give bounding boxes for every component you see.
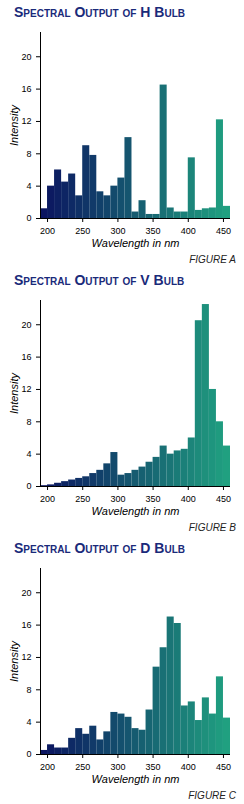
svg-text:350: 350 [146,494,161,504]
svg-text:400: 400 [181,494,196,504]
svg-text:450: 450 [216,494,231,504]
svg-text:400: 400 [181,762,196,772]
svg-text:12: 12 [21,116,31,126]
svg-text:16: 16 [21,620,31,630]
html-text:Spectral Output of V Bulb: Spectral Output of V Bulb [14,272,185,288]
svg-text:16: 16 [21,84,31,94]
svg-text:250: 250 [75,762,90,772]
svg-text:Intensity: Intensity [8,640,20,682]
svg-text:200: 200 [40,226,55,236]
html-text:FIGURE A: FIGURE A [189,254,236,265]
svg-text:4: 4 [26,449,31,459]
svg-text:400: 400 [181,226,196,236]
svg-text:350: 350 [146,762,161,772]
html-text:Spectral Output of D Bulb: Spectral Output of D Bulb [14,540,185,556]
svg-text:8: 8 [26,685,31,695]
svg-text:0: 0 [26,749,31,759]
svg-text:450: 450 [216,226,231,236]
svg-text:20: 20 [21,52,31,62]
svg-text:300: 300 [110,762,125,772]
svg-text:8: 8 [26,149,31,159]
svg-text:250: 250 [75,226,90,236]
svg-text:250: 250 [75,494,90,504]
svg-text:0: 0 [26,213,31,223]
svg-text:12: 12 [21,384,31,394]
svg-text:300: 300 [110,226,125,236]
svg-text:200: 200 [40,762,55,772]
svg-text:300: 300 [110,494,125,504]
svg-text:12: 12 [21,652,31,662]
svg-text:200: 200 [40,494,55,504]
svg-text:Wavelength in nm: Wavelength in nm [92,505,180,517]
html-text:FIGURE C: FIGURE C [188,790,236,801]
html-text:FIGURE B: FIGURE B [188,522,236,533]
svg-text:20: 20 [21,320,31,330]
svg-text:0: 0 [26,481,31,491]
svg-text:Wavelength in nm: Wavelength in nm [92,773,180,785]
html-text:Spectral Output of H Bulb: Spectral Output of H Bulb [14,4,185,20]
svg-text:Intensity: Intensity [8,104,20,146]
svg-text:350: 350 [146,226,161,236]
svg-text:20: 20 [21,588,31,598]
svg-text:Intensity: Intensity [8,372,20,414]
svg-text:16: 16 [21,352,31,362]
svg-text:Wavelength in nm: Wavelength in nm [92,237,180,249]
svg-text:8: 8 [26,417,31,427]
svg-text:4: 4 [26,181,31,191]
svg-text:450: 450 [216,762,231,772]
svg-text:4: 4 [26,717,31,727]
